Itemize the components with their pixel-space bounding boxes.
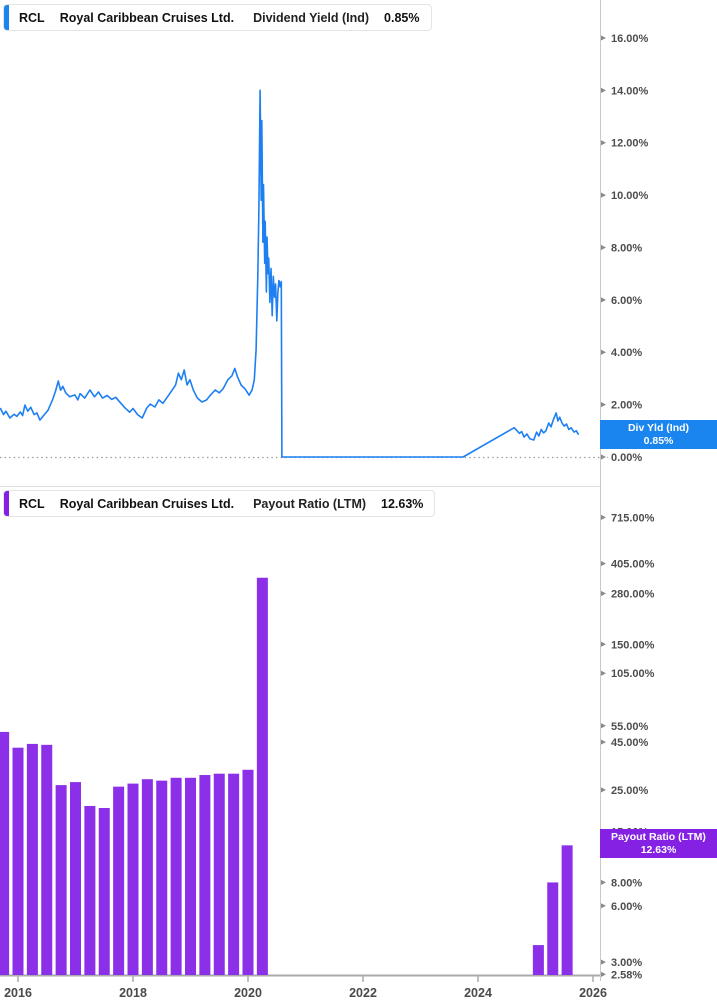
payout-ratio-bar bbox=[55, 785, 67, 975]
y-axis-label: 45.00% bbox=[611, 737, 649, 749]
payout-ratio-bar bbox=[156, 780, 168, 975]
payout-ratio-bar bbox=[70, 782, 81, 975]
payout-ratio-bar bbox=[228, 773, 240, 975]
dividend-yield-accent-bar bbox=[4, 5, 9, 30]
payout-ratio-bar bbox=[256, 577, 268, 975]
axis-tick-arrow bbox=[601, 903, 606, 909]
y-axis-label: 10.00% bbox=[611, 190, 649, 202]
axis-tick-arrow bbox=[601, 402, 606, 408]
payout-ratio-bar bbox=[98, 807, 110, 975]
y-axis-label: 405.00% bbox=[611, 559, 655, 571]
y-axis-label: 3.00% bbox=[611, 957, 642, 969]
dividend-yield-line bbox=[0, 89, 580, 458]
flag-value: 12.63% bbox=[640, 843, 677, 856]
y-axis-label: 715.00% bbox=[611, 512, 655, 524]
axis-tick-arrow bbox=[601, 971, 606, 977]
y-axis-label: 14.00% bbox=[611, 85, 649, 97]
axis-tick-arrow bbox=[601, 641, 606, 647]
y-axis-label: 6.00% bbox=[611, 901, 642, 913]
payout-ratio-bar bbox=[127, 783, 139, 975]
flag-label: Payout Ratio (LTM) bbox=[611, 830, 706, 843]
y-axis-label: 0.00% bbox=[611, 452, 642, 464]
ticker-symbol: RCL bbox=[19, 496, 45, 511]
company-name: Royal Caribbean Cruises Ltd. bbox=[59, 10, 235, 25]
axis-tick-arrow bbox=[601, 87, 606, 93]
payout-ratio-bar bbox=[547, 882, 559, 975]
axis-tick-arrow bbox=[601, 140, 606, 146]
axis-tick-arrow bbox=[601, 244, 606, 251]
axis-tick-arrow bbox=[601, 879, 606, 886]
payout-ratio-bar bbox=[242, 769, 254, 975]
axis-tick-arrow bbox=[601, 959, 606, 965]
payout-ratio-bar bbox=[185, 777, 196, 975]
y-axis-label: 16.00% bbox=[611, 33, 649, 45]
y-axis-label: 8.00% bbox=[611, 877, 642, 889]
x-axis-label: 2018 bbox=[119, 986, 147, 1000]
payout-ratio-bar bbox=[26, 743, 38, 975]
metric-value: 0.85% bbox=[384, 10, 420, 25]
payout-ratio-bar bbox=[12, 747, 24, 975]
x-axis-label: 2016 bbox=[4, 986, 32, 1000]
x-axis-label: 2022 bbox=[349, 986, 377, 1000]
payout-ratio-bar bbox=[141, 779, 153, 975]
y-axis-label: 55.00% bbox=[611, 721, 649, 733]
ticker-symbol: RCL bbox=[19, 10, 45, 25]
x-axis-label: 2026 bbox=[579, 986, 607, 1000]
axis-tick-arrow bbox=[601, 297, 606, 303]
y-axis-label: 25.00% bbox=[611, 785, 649, 797]
axis-tick-arrow bbox=[601, 192, 606, 198]
y-axis-label: 105.00% bbox=[611, 668, 655, 680]
axis-tick-arrow bbox=[601, 723, 606, 729]
axis-tick-arrow bbox=[601, 590, 606, 597]
axis-tick-arrow bbox=[601, 670, 606, 676]
payout-ratio-bar bbox=[41, 744, 53, 975]
x-axis-label: 2024 bbox=[464, 986, 492, 1000]
y-axis-label: 8.00% bbox=[611, 242, 642, 254]
flag-value: 0.85% bbox=[643, 434, 674, 447]
y-axis-label: 6.00% bbox=[611, 295, 642, 307]
payout-ratio-bar bbox=[170, 777, 182, 975]
axis-tick-arrow bbox=[601, 35, 606, 41]
axis-tick-arrow bbox=[601, 787, 606, 793]
axis-tick-arrow bbox=[601, 739, 606, 745]
flag-label: Div Yld (Ind) bbox=[627, 421, 690, 434]
y-axis-label: 4.00% bbox=[611, 347, 642, 359]
payout-ratio-bar bbox=[532, 945, 544, 975]
y-axis-label: 150.00% bbox=[611, 639, 655, 651]
company-name: Royal Caribbean Cruises Ltd. bbox=[59, 496, 235, 511]
payout-ratio-bar bbox=[113, 786, 125, 975]
y-axis-label: 2.00% bbox=[611, 400, 642, 412]
div-yld-last-value-flag: Div Yld (Ind) 0.85% bbox=[600, 420, 717, 449]
payout-ratio-header: RCL Royal Caribbean Cruises Ltd. Payout … bbox=[3, 490, 436, 517]
y-axis-label: 2.58% bbox=[611, 969, 642, 981]
axis-tick-arrow bbox=[601, 514, 606, 520]
y-axis-label: 280.00% bbox=[611, 589, 655, 601]
y-axis-label: 12.00% bbox=[611, 138, 649, 150]
payout-ratio-bar bbox=[199, 775, 211, 975]
x-axis-label: 2020 bbox=[234, 986, 262, 1000]
payout-ratio-bar bbox=[561, 845, 573, 975]
payout-ratio-accent-bar bbox=[4, 491, 9, 516]
dividend-yield-header: RCL Royal Caribbean Cruises Ltd. Dividen… bbox=[3, 4, 432, 31]
axis-tick-arrow bbox=[601, 560, 606, 567]
payout-ratio-bar bbox=[213, 773, 225, 975]
axis-tick-arrow bbox=[601, 349, 606, 355]
metric-name: Dividend Yield (Ind) bbox=[253, 10, 370, 25]
metric-name: Payout Ratio (LTM) bbox=[253, 496, 367, 511]
payout-ratio-bar bbox=[0, 731, 10, 975]
payout-ratio-last-value-flag: Payout Ratio (LTM) 12.63% bbox=[600, 829, 717, 858]
metric-value: 12.63% bbox=[381, 496, 424, 511]
payout-ratio-bar bbox=[84, 805, 96, 975]
